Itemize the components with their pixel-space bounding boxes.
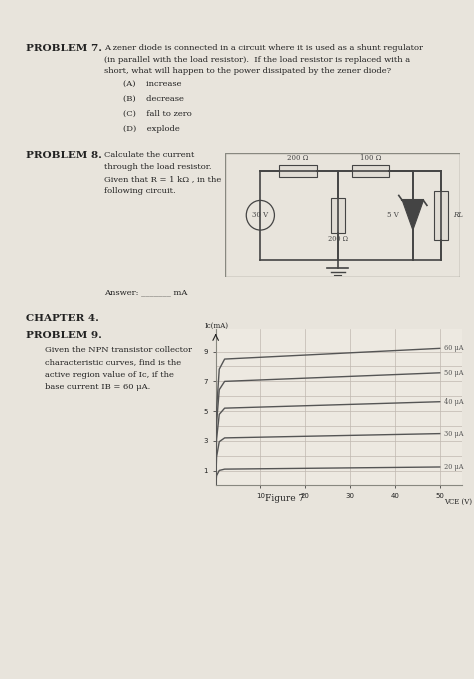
Polygon shape	[279, 164, 317, 177]
Text: characteristic curves, find is the: characteristic curves, find is the	[45, 359, 181, 367]
Text: VCE (V): VCE (V)	[444, 497, 472, 505]
Text: 30 V: 30 V	[252, 211, 268, 219]
Text: 30 μA: 30 μA	[444, 430, 464, 437]
Text: (in parallel with the load resistor).  If the load resistor is replaced with a: (in parallel with the load resistor). If…	[104, 56, 410, 64]
Text: active region value of Ic, if the: active region value of Ic, if the	[45, 371, 174, 379]
Text: 200 Ω: 200 Ω	[328, 235, 348, 243]
Text: base current IB = 60 μA.: base current IB = 60 μA.	[45, 383, 150, 391]
Text: PROBLEM 7.: PROBLEM 7.	[26, 44, 102, 53]
Polygon shape	[352, 164, 389, 177]
Text: A zener diode is connected in a circuit where it is used as a shunt regulator: A zener diode is connected in a circuit …	[104, 44, 423, 52]
Text: (A)    increase: (A) increase	[123, 80, 182, 88]
Text: through the load resistor.: through the load resistor.	[104, 163, 212, 171]
Text: 40 μA: 40 μA	[444, 398, 464, 406]
Text: (C)    fall to zero: (C) fall to zero	[123, 110, 192, 118]
Polygon shape	[402, 200, 423, 230]
Text: 100 Ω: 100 Ω	[360, 154, 381, 162]
Text: following circuit.: following circuit.	[104, 187, 176, 196]
Text: 200 Ω: 200 Ω	[287, 154, 309, 162]
Text: 60 μA: 60 μA	[444, 344, 464, 352]
Text: (B)    decrease: (B) decrease	[123, 95, 184, 103]
Text: (D)    explode: (D) explode	[123, 125, 180, 133]
Text: PROBLEM 9.: PROBLEM 9.	[26, 331, 102, 340]
Text: 5 V: 5 V	[387, 211, 399, 219]
Text: Ic(mA): Ic(mA)	[204, 322, 228, 330]
Text: CHAPTER 4.: CHAPTER 4.	[26, 314, 99, 323]
Circle shape	[246, 200, 274, 230]
Polygon shape	[434, 191, 448, 240]
Text: Given the NPN transistor collector: Given the NPN transistor collector	[45, 346, 192, 354]
Text: 20 μA: 20 μA	[444, 463, 464, 471]
Text: Answer: _______ mA: Answer: _______ mA	[104, 289, 188, 297]
Text: Figure 7: Figure 7	[265, 494, 304, 502]
Text: RL: RL	[453, 211, 463, 219]
Text: Given that R = 1 kΩ , in the: Given that R = 1 kΩ , in the	[104, 175, 221, 183]
Polygon shape	[331, 198, 345, 232]
Text: short, what will happen to the power dissipated by the zener diode?: short, what will happen to the power dis…	[104, 67, 392, 75]
Text: 50 μA: 50 μA	[444, 369, 464, 377]
Text: PROBLEM 8.: PROBLEM 8.	[26, 151, 102, 160]
Text: Calculate the current: Calculate the current	[104, 151, 195, 159]
